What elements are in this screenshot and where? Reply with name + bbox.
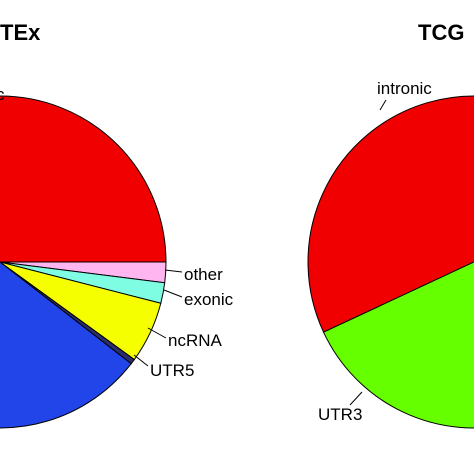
label-leader-intronic — [379, 99, 387, 111]
slice-label-intronic: c — [0, 85, 5, 104]
pie-slice-intronic — [0, 95, 167, 263]
pie-slice-utr3 — [0, 261, 132, 429]
label-leader-utr3 — [349, 391, 363, 406]
pie-slice-intronic — [307, 95, 474, 333]
label-leader-exonic — [163, 289, 183, 298]
pie-slice-utr3 — [322, 261, 474, 429]
label-leader-other — [164, 269, 183, 273]
pie-chart-tex: c other exonic ncRNA UTR5 — [0, 85, 234, 429]
slice-label-ncrna: ncRNA — [168, 331, 223, 350]
pie-chart-tcg: intronic UTR3 — [307, 79, 474, 429]
chart-title-tex: TEx — [0, 20, 41, 45]
slice-label-other: other — [184, 265, 223, 284]
slice-label-utr3: UTR3 — [318, 405, 362, 424]
label-leader-ncrna — [147, 327, 167, 339]
slice-label-utr5: UTR5 — [150, 361, 194, 380]
chart-title-tcg: TCG — [418, 20, 464, 45]
slice-label-exonic: exonic — [184, 290, 234, 309]
label-leader-utr5 — [133, 354, 149, 367]
slice-label-intronic: intronic — [377, 79, 432, 98]
